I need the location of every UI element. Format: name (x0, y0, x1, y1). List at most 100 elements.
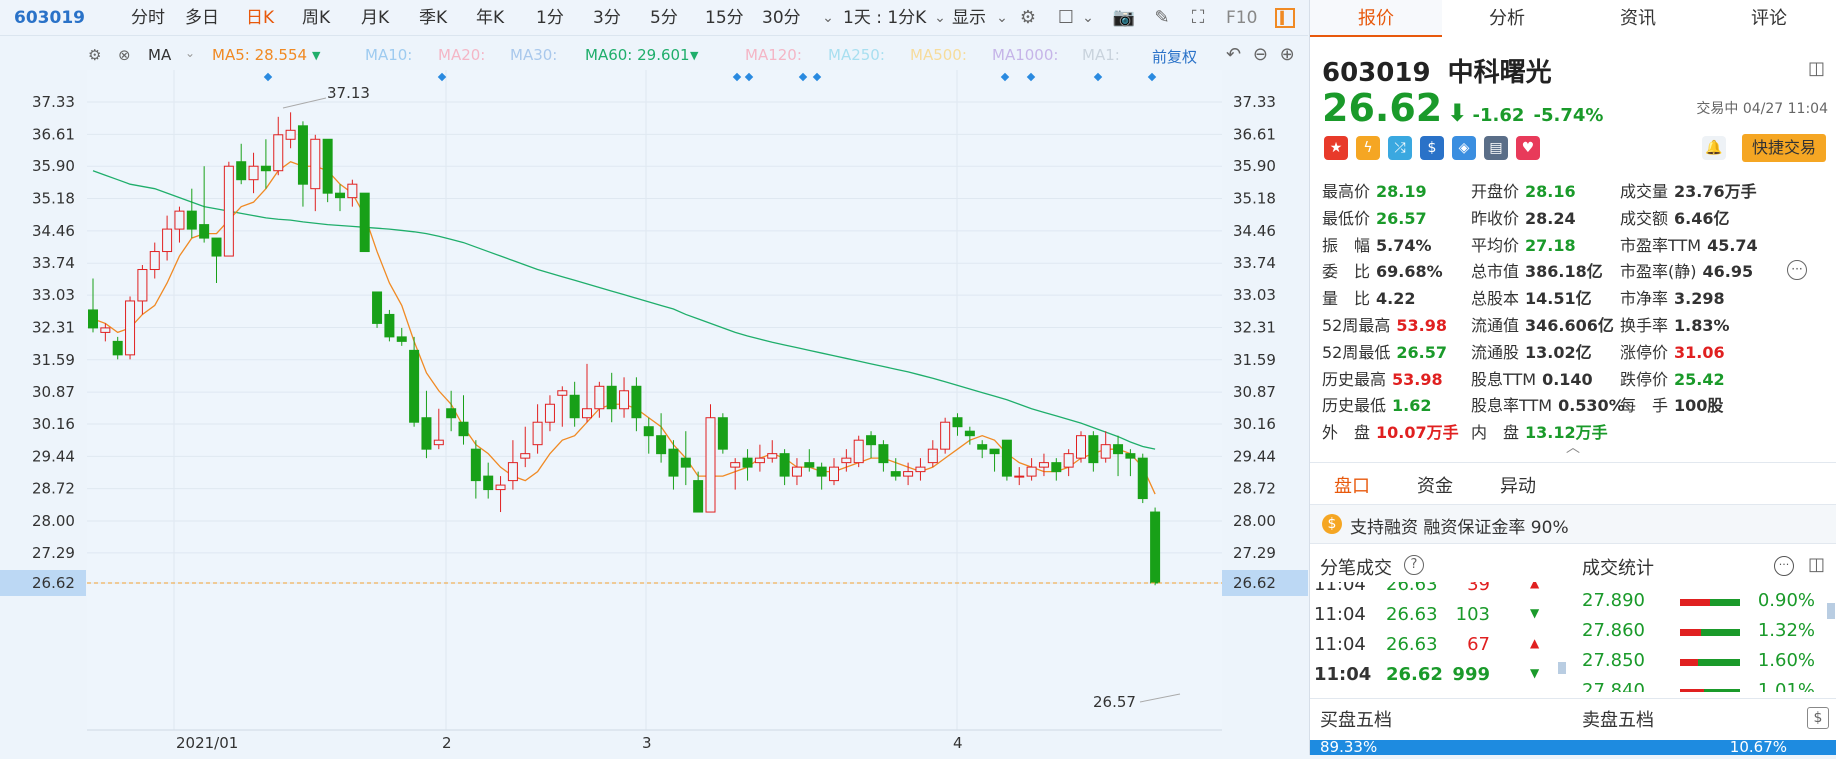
square-tool-icon[interactable]: ☐ (1057, 7, 1075, 28)
tab-quote[interactable]: 报价 (1310, 0, 1442, 37)
caret-down-icon[interactable]: ▼ (690, 49, 699, 62)
kline-chart[interactable]: 37.33 37.33 36.61 36.61 35.90 35.90 35.18 35.18… (0, 70, 1308, 755)
tab-30min[interactable]: 30分 (762, 8, 801, 28)
tab-funds[interactable]: 资金 (1417, 476, 1453, 497)
stat-label: 开盘价 (1471, 182, 1520, 201)
tab-analysis[interactable]: 分析 (1489, 8, 1525, 29)
bookmark-icon[interactable]: ▤ (1484, 136, 1508, 160)
price-change-pct: -5.74% (1533, 105, 1604, 126)
fullscreen-icon[interactable]: ⛶ (1191, 7, 1205, 28)
period-select[interactable]: 1天 : 1分K (843, 8, 927, 28)
tab-3min[interactable]: 3分 (593, 8, 621, 28)
chevron-down-icon[interactable]: ⌄ (185, 46, 196, 60)
shuffle-icon[interactable]: ⤮ (1388, 136, 1412, 160)
chevron-down-icon[interactable]: ⌄ (934, 10, 946, 26)
scrollbar[interactable] (1558, 662, 1566, 674)
tab-comments[interactable]: 评论 (1751, 8, 1787, 29)
y-tick-label-left: 32.31 (32, 318, 75, 336)
stat-value: 386.18亿 (1525, 262, 1603, 282)
heart-icon[interactable]: ♥ (1516, 136, 1540, 160)
bell-icon[interactable]: 🔔 (1702, 136, 1726, 160)
stat-col2-2: 平均价 27.18 (1471, 232, 1576, 256)
candle-down (297, 125, 308, 185)
layout-icon[interactable]: ◫ (1808, 554, 1826, 575)
tab-news[interactable]: 资讯 (1620, 8, 1656, 29)
adjust-mode-button[interactable]: 前复权 (1152, 48, 1198, 66)
tab-yearly-k[interactable]: 年K (476, 8, 505, 28)
lightning-icon[interactable]: ϟ (1356, 136, 1380, 160)
ma250-value: MA250: (828, 46, 885, 64)
layout-icon[interactable]: ◫ (1808, 58, 1826, 79)
sell-book-label: 卖盘五档 (1582, 710, 1654, 731)
tab-1min[interactable]: 1分 (536, 8, 564, 28)
undo-icon[interactable]: ↶ (1226, 44, 1242, 65)
china-flag-icon[interactable]: ★ (1324, 136, 1348, 160)
help-icon[interactable]: ? (1404, 555, 1424, 575)
x-tick-label: 3 (642, 734, 652, 752)
camera-icon[interactable]: 📷 (1112, 7, 1136, 28)
chevron-down-icon[interactable]: ⌄ (1082, 10, 1094, 26)
stat-value: 28.16 (1525, 182, 1576, 201)
tag-icon[interactable]: ◈ (1452, 136, 1476, 160)
stat-price: 27.890 (1582, 590, 1645, 611)
stat-label: 股息TTM (1471, 369, 1537, 389)
gear-icon[interactable]: ⚙ (88, 46, 102, 64)
more-icon[interactable]: ··· (1787, 260, 1807, 280)
panel-toggle-icon[interactable]: ▍ (1275, 8, 1295, 28)
stat-label: 历史最高 (1322, 369, 1387, 389)
stat-col2-5: 流通值 346.606亿 (1471, 312, 1614, 336)
stat-col3-0: 成交量 23.76万手 (1620, 178, 1757, 202)
stat-col1-7: 历史最高 53.98 (1322, 366, 1443, 390)
more-icon[interactable]: ··· (1774, 556, 1794, 576)
x-tick-label: 4 (953, 734, 963, 752)
candle-down (816, 466, 827, 477)
y-tick-label-left: 27.29 (32, 544, 75, 562)
y-tick-label-left: 28.00 (32, 512, 75, 530)
tab-weekly-k[interactable]: 周K (302, 8, 331, 28)
stat-label: 内 盘 (1471, 423, 1520, 443)
tab-monthly-k[interactable]: 月K (361, 8, 390, 28)
display-menu[interactable]: 显示 (952, 8, 986, 28)
tab-daily-k[interactable]: 日K (246, 8, 275, 28)
candle-down (211, 237, 222, 257)
tab-order-book[interactable]: 盘口 (1334, 476, 1370, 497)
stat-value: 69.68% (1376, 262, 1443, 282)
candle-down (1150, 511, 1161, 584)
ma-selector[interactable]: MA (148, 46, 172, 64)
chevron-down-icon[interactable]: ⌄ (996, 10, 1008, 26)
ma500-value: MA500: (910, 46, 967, 64)
tab-5min[interactable]: 5分 (650, 8, 678, 28)
zoom-out-icon[interactable]: ⊖ (1252, 44, 1268, 65)
candle-down (470, 448, 481, 482)
dollar-icon[interactable]: $ (1807, 707, 1829, 729)
quick-trade-button[interactable]: 快捷交易 (1742, 134, 1826, 162)
stat-col2-8: 股息率TTM 0.530% (1471, 392, 1625, 416)
candle-down (186, 210, 197, 230)
stat-col2-4: 总股本 14.51亿 (1471, 285, 1592, 309)
stock-code-tab[interactable]: 603019 (14, 8, 85, 28)
caret-down-icon[interactable]: ▼ (312, 49, 321, 62)
chevron-down-icon[interactable]: ⌄ (822, 10, 834, 26)
tab-multiday[interactable]: 多日 (185, 8, 219, 28)
settings-gear-icon[interactable]: ⚙ (1019, 7, 1037, 28)
stat-col3-2: 市盈率TTM 45.74 (1620, 232, 1758, 256)
trade-volume: 999 (1452, 664, 1490, 685)
close-icon[interactable]: ⊗ (118, 46, 131, 64)
dollar-icon[interactable]: $ (1420, 136, 1444, 160)
candle-up (1026, 466, 1037, 477)
tab-quarterly-k[interactable]: 季K (419, 8, 448, 28)
candle-down (668, 448, 679, 477)
candle-up (174, 210, 185, 230)
scrollbar[interactable] (1827, 603, 1835, 619)
stat-value: 28.19 (1376, 182, 1427, 201)
stat-label: 52周最低 (1322, 342, 1391, 362)
collapse-chevron-icon[interactable]: ︿ (1566, 440, 1580, 456)
f10-button[interactable]: F10 (1226, 8, 1258, 28)
zoom-in-icon[interactable]: ⊕ (1279, 44, 1295, 65)
pencil-icon[interactable]: ✎ (1154, 7, 1170, 28)
tab-intraday[interactable]: 分时 (131, 8, 165, 28)
tab-15min[interactable]: 15分 (705, 8, 744, 28)
kline-svg[interactable]: 37.33 37.33 36.61 36.61 35.90 35.90 35.18 35.18… (0, 70, 1308, 755)
stat-value: 23.76万手 (1674, 182, 1757, 201)
tab-anomaly[interactable]: 异动 (1500, 476, 1536, 497)
